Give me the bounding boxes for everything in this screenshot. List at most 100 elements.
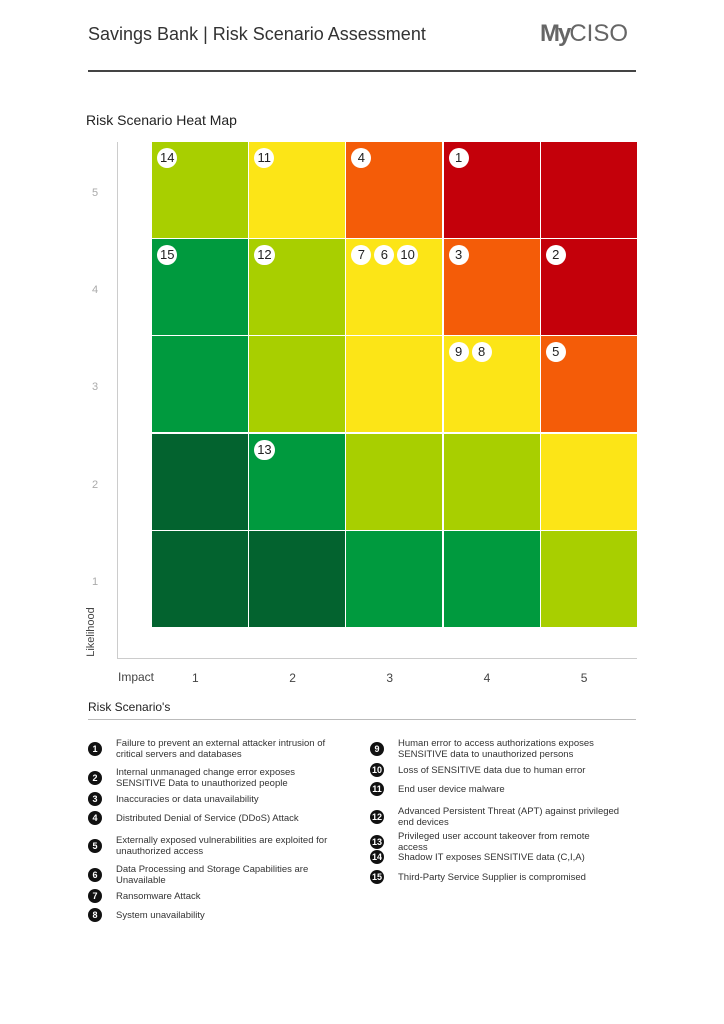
x-tick-label: 5	[580, 671, 588, 685]
legend-text: System unavailability	[116, 909, 205, 921]
heatmap-cell	[346, 530, 443, 627]
x-axis	[117, 658, 637, 659]
risk-marker: 9	[448, 342, 469, 363]
legend-text: Externally exposed vulnerabilities are e…	[116, 835, 328, 857]
legend-item: 11 End user device malware	[370, 782, 620, 796]
heatmap-cell	[540, 433, 637, 530]
risk-marker: 1	[448, 148, 469, 168]
chart-title: Risk Scenario Heat Map	[86, 112, 237, 128]
risk-marker: 13	[254, 439, 275, 460]
number-badge-icon: 14	[370, 850, 384, 864]
heatmap-cell	[346, 433, 443, 530]
legend-item: 7 Ransomware Attack	[88, 889, 338, 903]
legend-title: Risk Scenario's	[88, 700, 171, 714]
x-tick-label: 3	[386, 671, 394, 685]
page-title: Savings Bank | Risk Scenario Assessment	[88, 24, 426, 44]
heatmap-cell: 2	[540, 239, 637, 336]
heatmap-cell	[152, 433, 248, 530]
legend-item: 9 Human error to access authorizations ex…	[370, 738, 620, 760]
legend-item: 10 Loss of SENSITIVE data due to human er…	[370, 763, 620, 777]
heatmap-cell	[152, 530, 248, 627]
number-badge-icon: 4	[88, 811, 102, 825]
heatmap-cell	[540, 142, 637, 238]
heatmap-cell	[249, 336, 346, 433]
risk-marker: 2	[545, 245, 566, 266]
legend-text: Privileged user account takeover from re…	[398, 831, 590, 853]
legend-item: 5 Externally exposed vulnerabilities are …	[88, 835, 338, 857]
heatmap-cell: 4	[346, 142, 443, 238]
number-badge-icon: 7	[88, 889, 102, 903]
risk-marker: 15	[157, 245, 178, 266]
number-badge-icon: 12	[370, 810, 384, 824]
x-tick-label: 4	[483, 671, 491, 685]
divider	[88, 70, 636, 72]
x-tick-label: 2	[289, 671, 296, 685]
number-badge-icon: 6	[88, 868, 102, 882]
risk-marker: 4	[351, 148, 372, 168]
heatmap-cell	[443, 530, 540, 627]
legend-text: End user device malware	[398, 783, 505, 795]
legend-divider	[88, 719, 636, 720]
legend-text: Data Processing and Storage Capabilities…	[116, 864, 309, 886]
risk-marker: 11	[254, 148, 275, 168]
legend-text: Internal unmanaged change error exposes …	[116, 767, 296, 789]
y-axis	[117, 142, 118, 658]
legend-item: 14 Shadow IT exposes SENSITIVE data (C,I,…	[370, 850, 620, 864]
legend-text: Advanced Persistent Threat (APT) against…	[398, 806, 620, 828]
number-badge-icon: 1	[88, 742, 102, 756]
number-badge-icon: 10	[370, 763, 384, 777]
number-badge-icon: 3	[88, 792, 102, 806]
y-axis-label: Likelihood	[84, 607, 97, 657]
legend-item: 6 Data Processing and Storage Capabilitie…	[88, 864, 338, 886]
legend-item: 12 Advanced Persistent Threat (APT) again…	[370, 806, 620, 828]
risk-marker: 12	[254, 245, 275, 266]
number-badge-icon: 13	[370, 835, 384, 849]
heatmap-cell: 12	[249, 239, 346, 336]
legend-text: Loss of SENSITIVE data due to human erro…	[398, 764, 586, 776]
risk-marker: 3	[448, 245, 469, 266]
heatmap-cell: 5	[540, 336, 637, 433]
number-badge-icon: 11	[370, 782, 384, 796]
number-badge-icon: 15	[370, 870, 384, 884]
number-badge-icon: 8	[88, 908, 102, 922]
risk-marker: 7	[351, 245, 372, 266]
heatmap-cell: 11	[249, 142, 346, 238]
legend-item: 2 Internal unmanaged change error exposes…	[88, 767, 338, 789]
legend-text: Distributed Denial of Service (DDoS) Att…	[116, 812, 299, 824]
risk-marker: 5	[545, 342, 566, 363]
legend-text: Ransomware Attack	[116, 890, 201, 902]
heatmap-cell: 1	[443, 142, 540, 238]
legend-text: Third-Party Service Supplier is compromi…	[398, 871, 586, 883]
heatmap-cell	[346, 336, 443, 433]
number-badge-icon: 9	[370, 742, 384, 756]
myciso-logo: MyCISO	[540, 20, 629, 47]
heatmap-cell: 14	[152, 142, 248, 238]
heatmap-cell: 13	[249, 433, 346, 530]
legend-item: 3 Inaccuracies or data unavailability	[88, 792, 338, 806]
heatmap-cell	[540, 530, 637, 627]
y-tick-label: 4	[92, 284, 99, 297]
number-badge-icon: 5	[88, 839, 102, 853]
legend-text: Shadow IT exposes SENSITIVE data (C,I,A)	[398, 851, 585, 863]
risk-marker: 6	[374, 245, 395, 266]
legend-text: Inaccuracies or data unavailability	[116, 793, 259, 805]
heatmap-cell	[249, 530, 346, 627]
y-tick-label: 2	[92, 478, 99, 491]
risk-marker: 14	[157, 148, 178, 168]
legend-item: 15 Third-Party Service Supplier is compro…	[370, 870, 620, 884]
risk-marker: 8	[471, 342, 492, 363]
legend-text: Human error to access authorizations exp…	[398, 738, 594, 760]
heatmap-cell: 7 6 10	[346, 239, 443, 336]
legend-item: 4 Distributed Denial of Service (DDoS) At…	[88, 811, 338, 825]
x-tick-label: 1	[192, 671, 199, 685]
y-tick-label: 3	[92, 381, 99, 394]
legend-item: 1 Failure to prevent an external attacker…	[88, 738, 338, 760]
risk-marker: 10	[397, 245, 418, 266]
heatmap-cell	[443, 433, 540, 530]
number-badge-icon: 2	[88, 771, 102, 785]
y-tick-label: 5	[92, 187, 99, 199]
legend-item: 13 Privileged user account takeover from …	[370, 831, 620, 853]
legend-item: 8 System unavailability	[88, 908, 338, 922]
